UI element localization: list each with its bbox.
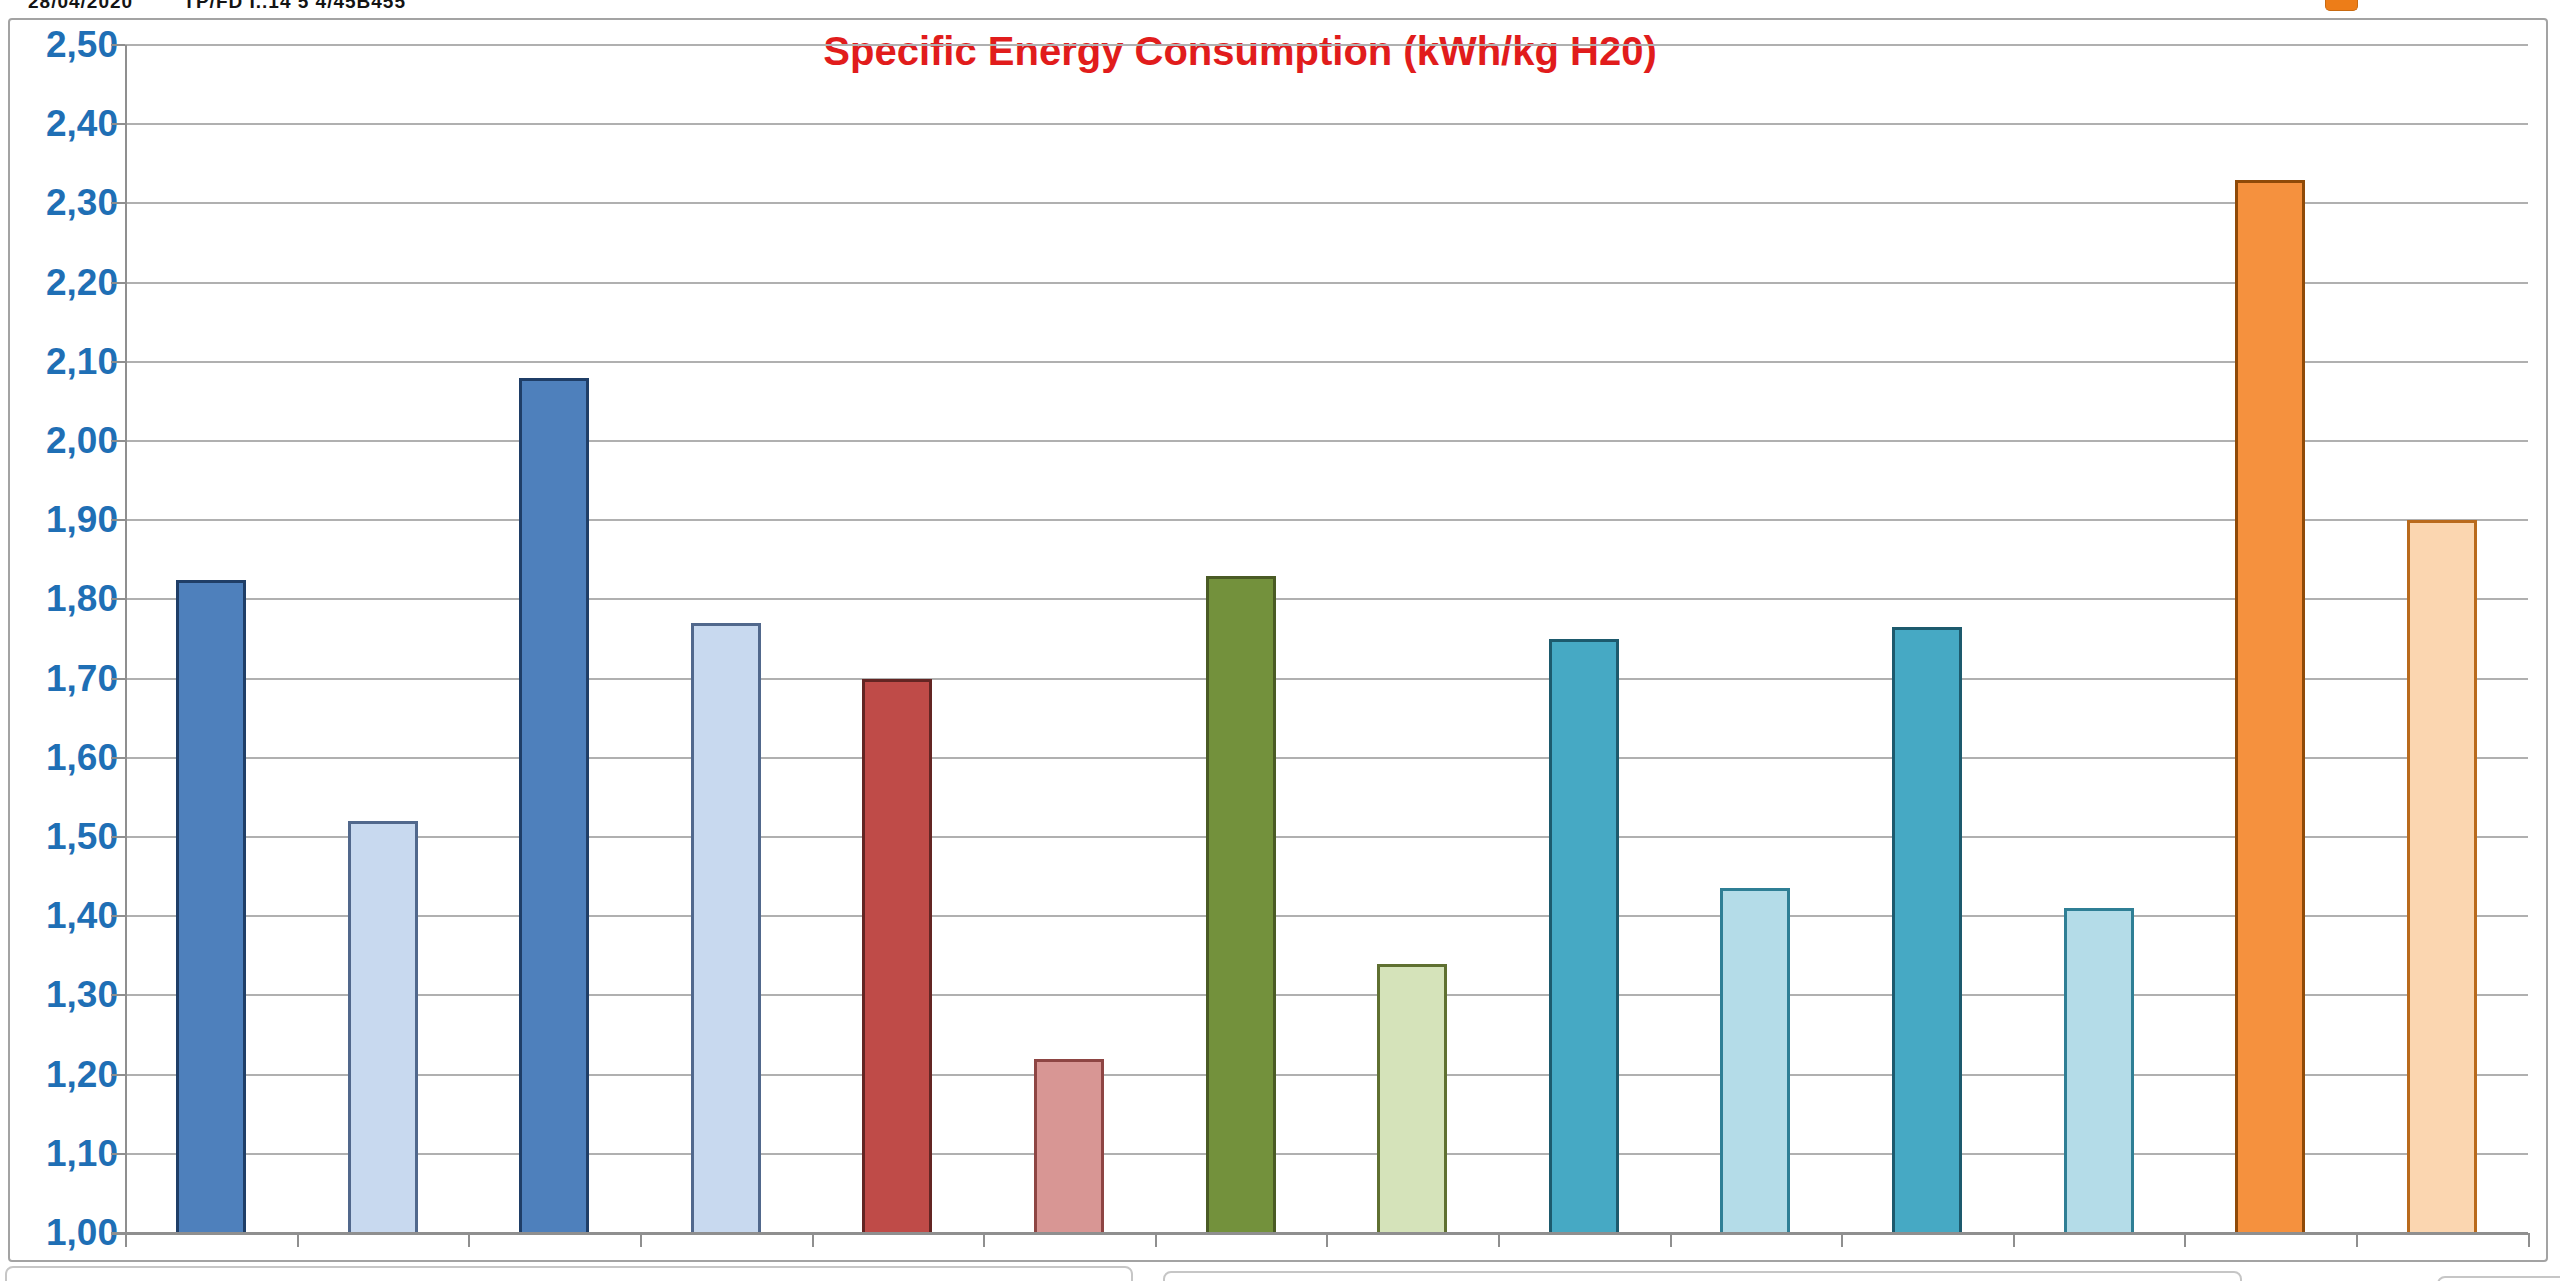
bar-7[interactable] [1206, 576, 1276, 1233]
y-axis-tick [111, 440, 125, 442]
x-axis-tick [2013, 1233, 2015, 1247]
gridline [125, 1153, 2528, 1155]
gridline [125, 282, 2528, 284]
y-axis-tick [111, 361, 125, 363]
gridline [125, 757, 2528, 759]
bar-10[interactable] [1720, 888, 1790, 1233]
bar-11[interactable] [1892, 627, 1962, 1233]
bar-4[interactable] [691, 623, 761, 1233]
y-axis-tick [111, 598, 125, 600]
x-axis-tick [2528, 1233, 2530, 1247]
y-axis-tick [111, 123, 125, 125]
y-axis-label: 1,30 [0, 973, 118, 1017]
y-axis-tick [111, 836, 125, 838]
gridline [125, 915, 2528, 917]
chart-title: Specific Energy Consumption (kWh/kg H20) [740, 28, 1740, 74]
bar-9[interactable] [1549, 639, 1619, 1233]
x-axis-tick [812, 1233, 814, 1247]
bar-8[interactable] [1377, 964, 1447, 1233]
y-axis-label: 2,40 [0, 102, 118, 146]
x-axis-tick [2184, 1233, 2186, 1247]
bar-12[interactable] [2064, 908, 2134, 1233]
y-axis-label: 2,50 [0, 23, 118, 67]
bottom-object-2[interactable] [1163, 1271, 2242, 1281]
y-axis-label: 1,10 [0, 1132, 118, 1176]
y-axis-label: 2,30 [0, 181, 118, 225]
y-axis-label: 1,80 [0, 577, 118, 621]
gridline [125, 836, 2528, 838]
y-axis-tick [111, 678, 125, 680]
y-axis-tick [111, 282, 125, 284]
y-axis-label: 1,90 [0, 498, 118, 542]
y-axis-tick [111, 202, 125, 204]
x-axis-tick [2356, 1233, 2358, 1247]
x-axis-tick [1498, 1233, 1500, 1247]
bar-1[interactable] [176, 580, 246, 1233]
y-axis-label: 1,60 [0, 736, 118, 780]
x-axis-tick [468, 1233, 470, 1247]
orange-pill-button[interactable] [2325, 0, 2358, 11]
gridline [125, 361, 2528, 363]
y-axis-label: 1,70 [0, 657, 118, 701]
y-axis-label: 1,50 [0, 815, 118, 859]
y-axis-tick [111, 519, 125, 521]
y-axis-tick [111, 44, 125, 46]
gridline [125, 1074, 2528, 1076]
gridline [125, 44, 2528, 46]
bar-5[interactable] [862, 679, 932, 1233]
y-axis-label: 2,20 [0, 261, 118, 305]
y-axis-label: 1,20 [0, 1053, 118, 1097]
x-axis-tick [1326, 1233, 1328, 1247]
gridline [125, 440, 2528, 442]
gridline [125, 519, 2528, 521]
bottom-object-3[interactable] [2437, 1276, 2560, 1281]
x-axis-tick [640, 1233, 642, 1247]
bar-2[interactable] [348, 821, 418, 1233]
gridline [125, 123, 2528, 125]
x-axis-tick [1670, 1233, 1672, 1247]
x-axis-tick [983, 1233, 985, 1247]
gridline [125, 202, 2528, 204]
x-axis-line [111, 1232, 2528, 1235]
x-axis-tick [297, 1233, 299, 1247]
x-axis-tick [1841, 1233, 1843, 1247]
y-axis-tick [111, 757, 125, 759]
bottom-object-1[interactable] [5, 1266, 1133, 1281]
gridline [125, 598, 2528, 600]
clipped-header-text: 28/04/2020 TP/FD I..14 5 4/45B455 [28, 0, 928, 13]
y-axis-tick [111, 1153, 125, 1155]
bar-3[interactable] [519, 378, 589, 1233]
bar-6[interactable] [1034, 1059, 1104, 1233]
y-axis-label: 2,10 [0, 340, 118, 384]
y-axis-tick [111, 1074, 125, 1076]
y-axis-tick [111, 994, 125, 996]
bar-13[interactable] [2235, 180, 2305, 1233]
gridline [125, 678, 2528, 680]
gridline [125, 994, 2528, 996]
x-axis-tick [1155, 1233, 1157, 1247]
clipped-header-label: 28/04/2020 TP/FD I..14 5 4/45B455 [28, 0, 928, 13]
y-axis-label: 2,00 [0, 419, 118, 463]
x-axis-tick [125, 1233, 127, 1247]
bar-14[interactable] [2407, 520, 2477, 1233]
y-axis-line [125, 45, 127, 1233]
y-axis-label: 1,00 [0, 1211, 118, 1255]
y-axis-tick [111, 915, 125, 917]
y-axis-label: 1,40 [0, 894, 118, 938]
